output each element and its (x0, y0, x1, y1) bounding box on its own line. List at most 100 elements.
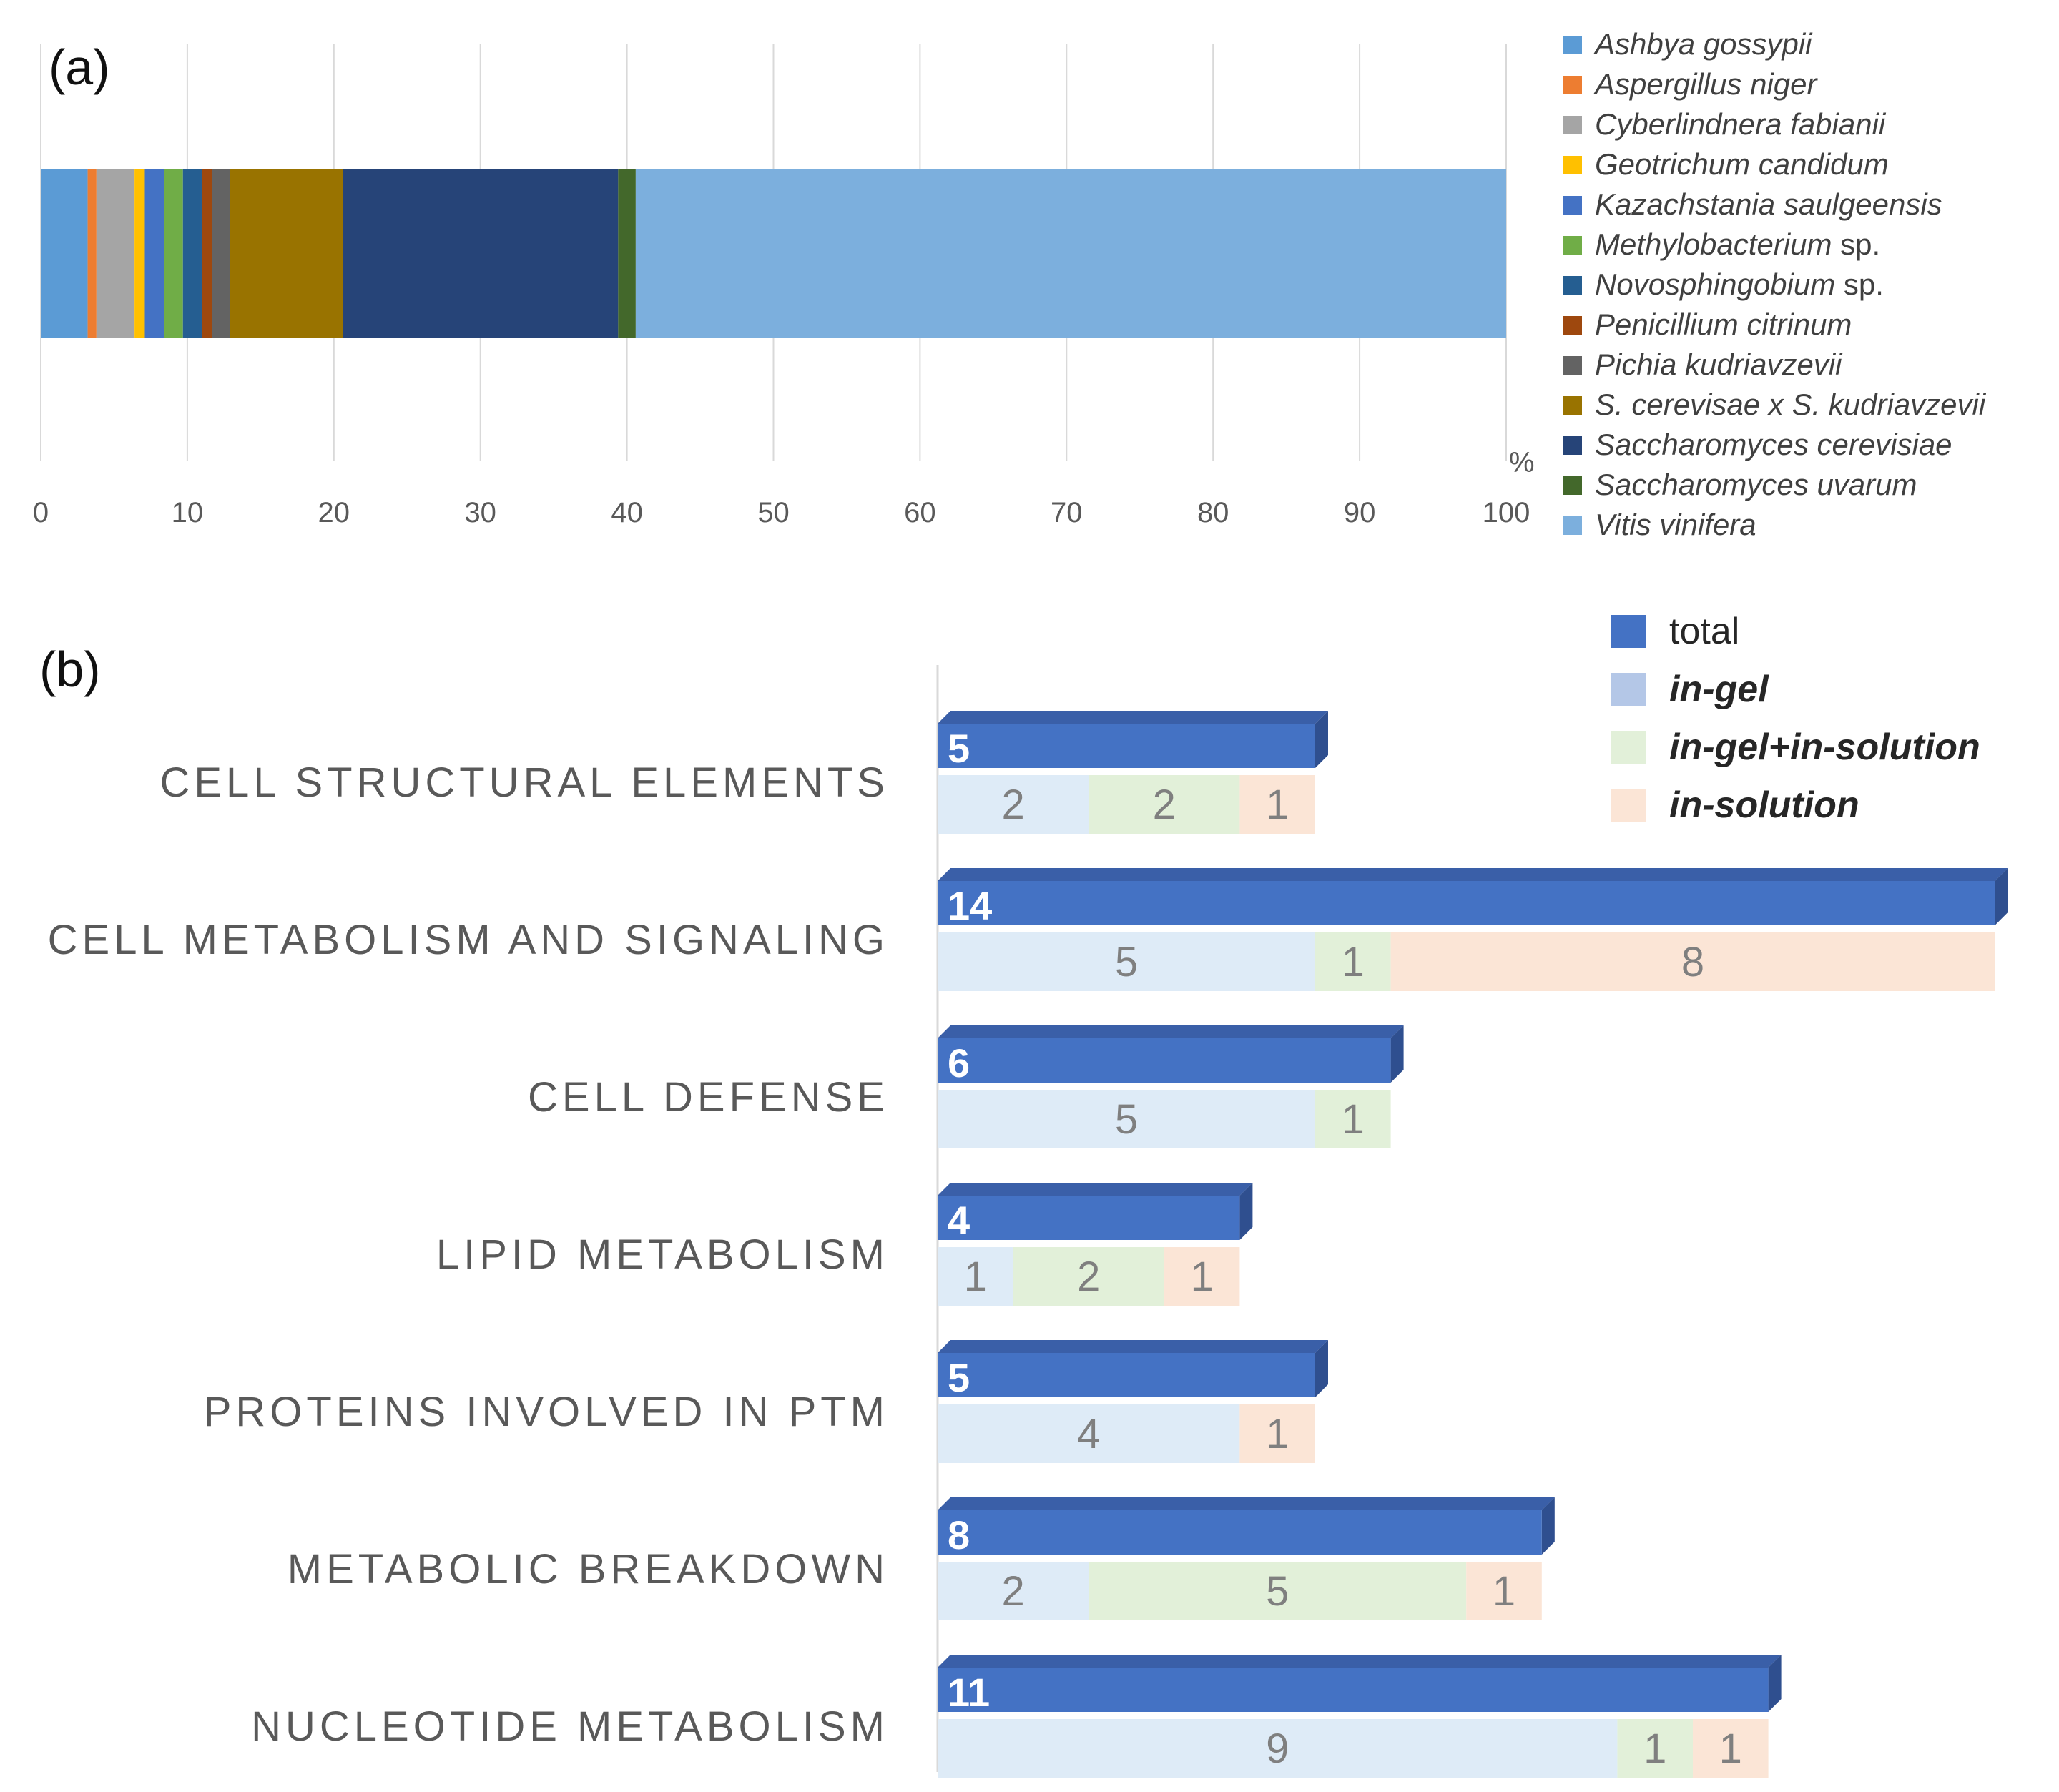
panel-a-x-tick-label: 90 (1344, 497, 1376, 528)
bar-segment-saccharomyces-uvarum (618, 169, 636, 338)
bar-segment-cyberlindnera-fabianii (96, 169, 135, 338)
total-bar-side-face (1239, 1183, 1253, 1240)
legend-swatch-kazachstania-saulgeensis (1563, 196, 1582, 215)
segment-value-label: 9 (1266, 1725, 1289, 1772)
panel-a-legend: Ashbya gossypii Aspergillus niger Cyberlin… (1563, 27, 1987, 541)
segment-in-gel-in-solution-lipid-metabolism (1013, 1247, 1164, 1306)
category-label-cell-metabolism-and-signaling: CELL METABOLISM AND SIGNALING (48, 917, 889, 963)
legend-swatch-vitis-vinifera (1563, 516, 1582, 535)
panel-a-x-tick-label: 80 (1197, 497, 1229, 528)
total-bar-top-face (938, 1655, 1782, 1668)
legend-entry-in-solution: in-solution (1669, 784, 1859, 826)
segment-in-solution-proteins-involved-in-ptm (1239, 1404, 1315, 1463)
category-label-lipid-metabolism: LIPID METABOLISM (436, 1231, 889, 1278)
total-bar-lipid-metabolism: 4 (938, 1183, 1253, 1243)
panel-a-stacked-bar (41, 169, 1506, 338)
legend-swatch-pichia-kudriavzevii (1563, 356, 1582, 375)
total-bar-proteins-involved-in-ptm: 5 (938, 1340, 1328, 1400)
panel-a-x-tick-label: 0 (33, 497, 49, 528)
legend-entry-in-gel-in-solution: in-gel+in-solution (1669, 727, 1980, 768)
segment-in-gel-in-solution-metabolic-breakdown (1089, 1562, 1467, 1620)
total-value-label: 4 (948, 1198, 970, 1243)
total-bar-side-face (1315, 1340, 1328, 1397)
total-value-label: 11 (948, 1670, 990, 1715)
segment-in-gel-in-solution-nucleotide-metabolism (1617, 1719, 1693, 1778)
legend-swatch-aspergillus-niger (1563, 76, 1582, 94)
legend-swatch-in-gel-in-solution (1611, 731, 1646, 764)
total-value-label: 14 (948, 883, 992, 928)
total-bar-front (938, 1668, 1769, 1712)
legend-swatch-cyberlindnera-fabianii (1563, 116, 1582, 134)
segment-in-gel-cell-defense (938, 1090, 1315, 1148)
legend-entry-suffix: sp. (1832, 227, 1880, 261)
panel-b-category-labels: CELL STRUCTURAL ELEMENTS CELL METABOLISM … (48, 759, 889, 1750)
bar-segment-saccharomyces-cerevisiae (343, 169, 619, 338)
total-bar-top-face (938, 868, 2008, 881)
legend-entry-methylobacterium-sp: Methylobacterium sp. (1595, 227, 1880, 261)
legend-swatch-novosphingobium-sp (1563, 276, 1582, 295)
legend-entry-name: Geotrichum candidum (1595, 147, 1889, 181)
legend-entry-name: Vitis vinifera (1595, 508, 1756, 541)
segment-in-solution-cell-structural-elements (1239, 775, 1315, 834)
total-bar-front (938, 724, 1315, 768)
legend-entry-name: Ashbya gossypii (1593, 27, 1813, 61)
segment-value-label: 2 (1077, 1254, 1100, 1300)
total-bar-front (938, 1196, 1240, 1240)
segment-value-label: 1 (1266, 1411, 1289, 1457)
total-bar-cell-defense: 6 (938, 1025, 1404, 1085)
category-label-cell-structural-elements: CELL STRUCTURAL ELEMENTS (159, 759, 889, 806)
total-value-label: 5 (948, 1355, 970, 1400)
legend-entry-name: Novosphingobium (1595, 267, 1835, 301)
panel-a-x-tick-label: 70 (1051, 497, 1083, 528)
segment-value-label: 2 (1001, 1568, 1024, 1615)
total-bar-top-face (938, 1497, 1555, 1510)
panel-a-label: (a) (49, 39, 110, 95)
segment-in-gel-cell-structural-elements (938, 775, 1089, 834)
panel-b-legend: total in-gel in-gel+in-solution in-solution (1611, 611, 1980, 826)
segment-value-label: 1 (1190, 1254, 1213, 1300)
total-bar-nucleotide-metabolism: 11 (938, 1655, 1782, 1715)
legend-entry-name: S. cerevisae x S. kudriavzevii (1595, 388, 1987, 421)
total-value-label: 6 (948, 1040, 970, 1085)
category-label-cell-defense: CELL DEFENSE (528, 1074, 889, 1121)
legend-entry-novosphingobium-sp: Novosphingobium sp. (1595, 267, 1884, 301)
panel-a-x-tick-label: 60 (904, 497, 936, 528)
category-label-metabolic-breakdown: METABOLIC BREAKDOWN (288, 1546, 889, 1592)
bar-segment-aspergillus-niger (87, 169, 97, 338)
legend-entry-suffix: sp. (1835, 267, 1884, 301)
total-value-label: 5 (948, 726, 970, 771)
total-bar-side-face (1995, 868, 2008, 925)
legend-entry-saccharomyces-uvarum: Saccharomyces uvarum (1595, 468, 1917, 501)
legend-entry-pichia-kudriavzevii: Pichia kudriavzevii (1595, 348, 1843, 381)
segment-in-gel-in-solution-cell-metabolism-and-signaling (1315, 932, 1391, 991)
panel-a-x-tick-label: 40 (611, 497, 643, 528)
segment-in-solution-nucleotide-metabolism (1693, 1719, 1769, 1778)
segment-in-solution-metabolic-breakdown (1466, 1562, 1542, 1620)
category-label-nucleotide-metabolism: NUCLEOTIDE METABOLISM (251, 1703, 889, 1750)
segment-in-gel-metabolic-breakdown (938, 1562, 1089, 1620)
total-bar-front (938, 1038, 1391, 1083)
legend-entry-name: Penicillium citrinum (1595, 307, 1852, 341)
total-bar-front (938, 881, 1995, 925)
legend-swatch-saccharomyces-uvarum (1563, 476, 1582, 495)
segment-value-label: 5 (1115, 1096, 1138, 1143)
segment-value-label: 4 (1077, 1411, 1100, 1457)
total-value-label: 8 (948, 1512, 970, 1557)
legend-entry-total: total (1669, 611, 1739, 652)
segment-value-label: 5 (1266, 1568, 1289, 1615)
legend-swatch-total (1611, 615, 1646, 648)
legend-swatch-methylobacterium-sp (1563, 236, 1582, 255)
total-bar-front (938, 1353, 1315, 1397)
segment-value-label: 5 (1115, 939, 1138, 985)
total-bar-top-face (938, 711, 1328, 724)
total-bar-top-face (938, 1183, 1253, 1196)
total-bar-metabolic-breakdown: 8 (938, 1497, 1555, 1557)
segment-value-label: 1 (1342, 1096, 1365, 1143)
segment-in-gel-lipid-metabolism (938, 1247, 1013, 1306)
panel-a-x-tick-label: 50 (757, 497, 790, 528)
segment-value-label: 1 (1266, 782, 1289, 828)
legend-swatch-s-cerevisae-x-s-kudriavzevii (1563, 396, 1582, 415)
segment-value-label: 2 (1001, 782, 1024, 828)
bar-segment-geotrichum-candidum (134, 169, 145, 338)
total-bar-cell-structural-elements: 5 (938, 711, 1328, 771)
